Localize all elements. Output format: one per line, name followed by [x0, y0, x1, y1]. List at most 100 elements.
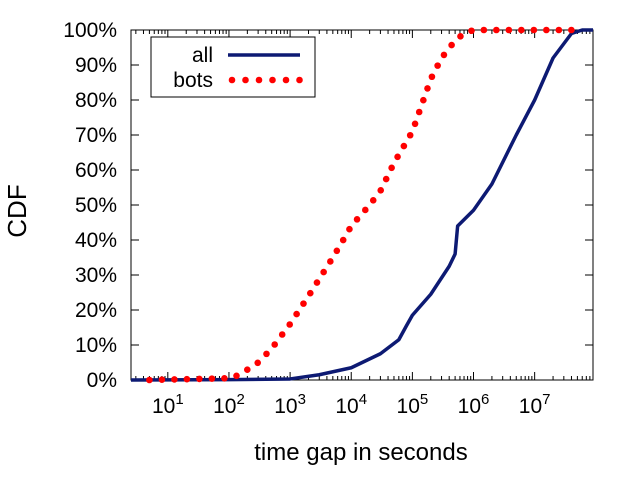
x-tick-base: 10 [519, 395, 542, 418]
series-point-bots [480, 26, 488, 34]
y-tick-label: 0% [87, 369, 117, 392]
series-point-bots [221, 375, 228, 382]
series-point-bots [457, 33, 464, 40]
series-point-bots [196, 375, 203, 383]
series-point-bots [271, 341, 278, 348]
legend-swatch-dot [228, 76, 236, 84]
series-point-bots [382, 175, 390, 183]
x-axis-ticks: 101 102 103 104 105 106 107 [135, 30, 594, 418]
series-point-bots [313, 279, 321, 286]
series-point-bots [530, 26, 538, 34]
series-point-bots [300, 300, 307, 307]
y-tick-label: 90% [75, 54, 117, 77]
series-point-bots [327, 258, 334, 265]
y-tick-label: 100% [63, 19, 117, 42]
series-point-bots [434, 62, 441, 69]
x-tick-label: 105 [397, 391, 429, 418]
series-point-bots [320, 268, 327, 276]
y-tick-label: 60% [75, 159, 117, 182]
series-point-bots [346, 225, 353, 233]
legend-box [150, 36, 316, 98]
x-tick-base: 10 [152, 395, 175, 418]
legend-label-all: all [192, 44, 213, 67]
series-point-bots [293, 310, 300, 318]
series-point-bots [505, 26, 513, 34]
legend-swatch-dot [269, 76, 276, 84]
y-tick-label: 80% [75, 89, 117, 112]
x-tick-base: 10 [458, 395, 481, 418]
series-point-bots [244, 366, 251, 374]
series-point-bots [424, 85, 431, 92]
series-point-bots [400, 142, 408, 150]
series-point-bots [420, 96, 427, 104]
x-tick-base: 10 [397, 395, 420, 418]
x-tick-exponent: 4 [359, 391, 367, 408]
x-tick-base: 10 [213, 395, 236, 418]
series-point-bots [278, 331, 286, 338]
series-line-all [130, 28, 593, 382]
x-tick-exponent: 6 [481, 391, 489, 408]
x-tick-exponent: 1 [175, 391, 183, 408]
series-point-bots [353, 216, 361, 223]
series-point-bots [543, 26, 550, 34]
x-tick-base: 10 [274, 395, 297, 418]
y-axis-label: CDF [2, 184, 32, 237]
y-tick-label: 10% [75, 334, 117, 357]
series-point-bots [306, 289, 314, 297]
series-point-bots [339, 236, 347, 244]
x-tick-exponent: 5 [420, 391, 428, 408]
series-point-bots [369, 197, 377, 204]
y-tick-label: 20% [75, 299, 117, 322]
series-layer [130, 26, 593, 384]
x-tick-exponent: 2 [236, 391, 244, 408]
series-point-bots [428, 73, 436, 81]
series-point-bots [263, 350, 270, 358]
x-tick-base: 10 [335, 395, 358, 418]
legend-swatch-bots [228, 76, 303, 84]
series-point-bots [555, 26, 563, 34]
legend-swatch-dot [282, 76, 290, 84]
series-point-bots [158, 376, 166, 384]
x-axis-label: time gap in seconds [254, 439, 467, 466]
series-point-bots [377, 187, 385, 194]
y-tick-label: 70% [75, 124, 117, 147]
legend-swatch-dot [255, 76, 263, 84]
y-tick-label: 50% [75, 194, 117, 217]
series-point-bots [286, 321, 294, 328]
x-tick-label: 102 [213, 391, 245, 418]
legend-swatch-dot [242, 76, 249, 84]
series-point-bots [440, 51, 448, 59]
series-point-bots [146, 376, 153, 384]
series-point-bots [394, 153, 401, 161]
series-point-bots [518, 26, 525, 34]
series-dots-bots [146, 26, 575, 384]
series-point-bots [415, 108, 423, 116]
series-point-bots [468, 27, 475, 35]
y-axis-ticks: 0% 10% 20% 30% 40% 50% 60% 70% 80% 90% 100% [63, 19, 593, 392]
legend-label-bots: bots [173, 69, 213, 92]
legend-swatch-dot [296, 76, 303, 84]
series-point-bots [254, 359, 262, 367]
x-tick-exponent: 7 [542, 391, 550, 408]
series-point-bots [171, 376, 178, 383]
y-tick-label: 40% [75, 229, 117, 252]
series-point-bots [208, 375, 216, 382]
x-tick-label: 104 [335, 391, 367, 418]
x-tick-exponent: 3 [298, 391, 306, 408]
x-tick-label: 106 [458, 391, 490, 418]
series-point-bots [493, 26, 500, 34]
series-point-bots [448, 41, 455, 49]
series-point-bots [183, 375, 191, 383]
x-tick-label: 107 [519, 391, 551, 418]
series-point-bots [361, 206, 369, 214]
y-tick-label: 30% [75, 264, 117, 287]
series-point-bots [406, 131, 414, 139]
series-point-bots [233, 372, 240, 380]
series-point-bots [388, 164, 395, 172]
series-point-bots [411, 120, 419, 128]
x-tick-label: 103 [274, 391, 306, 418]
x-tick-label: 101 [152, 391, 184, 418]
series-point-bots [568, 26, 575, 34]
